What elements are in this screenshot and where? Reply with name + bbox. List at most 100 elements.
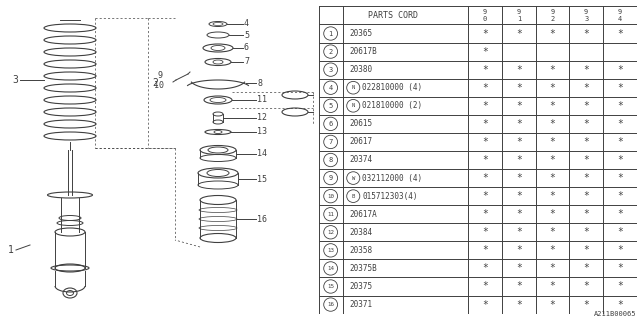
Text: *: * [550,282,556,292]
Text: 20384: 20384 [349,228,372,237]
Text: *: * [583,65,589,75]
Text: 20617B: 20617B [349,47,377,56]
Text: *: * [550,300,556,309]
Text: 5: 5 [244,30,249,39]
Text: 20371: 20371 [349,300,372,309]
Text: 20617: 20617 [349,137,372,147]
Text: A211B00065: A211B00065 [595,311,637,317]
Text: *: * [617,101,623,111]
Text: *: * [617,28,623,38]
Text: 7: 7 [244,58,249,67]
Text: 20374: 20374 [349,156,372,164]
Text: 20375B: 20375B [349,264,377,273]
Text: *: * [516,245,522,255]
Text: 15: 15 [327,284,334,289]
Text: 3: 3 [328,67,333,73]
Text: *: * [617,263,623,273]
Text: *: * [583,300,589,309]
Text: *: * [482,191,488,201]
Text: *: * [583,209,589,219]
Text: B: B [351,194,355,199]
Text: 9
0: 9 0 [483,9,487,22]
Text: 9
1: 9 1 [516,9,521,22]
Text: *: * [516,28,522,38]
Text: *: * [550,83,556,93]
Text: 3: 3 [12,75,18,85]
Text: 13: 13 [257,127,267,137]
Text: *: * [482,209,488,219]
Text: *: * [617,227,623,237]
Text: *: * [550,191,556,201]
Text: 14: 14 [257,149,267,158]
Text: 20617A: 20617A [349,210,377,219]
Text: *: * [583,28,589,38]
Text: 2: 2 [152,78,158,88]
Text: 11: 11 [327,212,334,217]
Text: 15: 15 [257,174,267,183]
Text: 9: 9 [328,175,333,181]
Text: *: * [617,191,623,201]
Text: *: * [550,119,556,129]
Text: 015712303(4): 015712303(4) [362,192,418,201]
Text: 9: 9 [158,71,163,81]
Text: N: N [351,103,355,108]
Text: 20380: 20380 [349,65,372,74]
Text: 1: 1 [8,245,14,255]
Text: *: * [482,65,488,75]
Text: 16: 16 [327,302,334,307]
Text: W: W [351,176,355,180]
Text: *: * [583,83,589,93]
Text: 11: 11 [257,95,267,105]
Text: *: * [482,282,488,292]
Text: *: * [482,28,488,38]
Text: *: * [482,47,488,57]
Text: 8: 8 [257,78,262,87]
Text: 10: 10 [154,82,164,91]
Text: *: * [583,282,589,292]
Text: 12: 12 [257,114,267,123]
Text: *: * [550,173,556,183]
Text: *: * [583,155,589,165]
Text: 022810000 (4): 022810000 (4) [362,83,422,92]
Text: *: * [550,65,556,75]
Text: 4: 4 [328,85,333,91]
Text: *: * [550,155,556,165]
Text: 20615: 20615 [349,119,372,128]
Text: *: * [617,137,623,147]
Text: *: * [482,83,488,93]
Text: 12: 12 [327,230,334,235]
Text: 16: 16 [257,214,267,223]
Text: 20375: 20375 [349,282,372,291]
Text: 5: 5 [328,103,333,109]
Text: *: * [583,227,589,237]
Text: *: * [550,245,556,255]
Text: 20365: 20365 [349,29,372,38]
Text: *: * [516,119,522,129]
Text: *: * [550,227,556,237]
Text: *: * [617,83,623,93]
Text: 10: 10 [327,194,334,199]
Text: *: * [516,282,522,292]
Text: *: * [516,137,522,147]
Text: *: * [583,263,589,273]
Text: *: * [550,101,556,111]
Text: N: N [351,85,355,90]
Text: *: * [482,137,488,147]
Text: *: * [550,263,556,273]
Text: *: * [550,137,556,147]
Text: 032112000 (4): 032112000 (4) [362,173,422,183]
Text: *: * [550,209,556,219]
Text: *: * [516,155,522,165]
Text: *: * [617,245,623,255]
Text: *: * [482,300,488,309]
Text: *: * [617,282,623,292]
Text: *: * [482,245,488,255]
Text: *: * [482,227,488,237]
Text: *: * [617,300,623,309]
Text: 1: 1 [328,30,333,36]
Text: *: * [583,173,589,183]
Text: *: * [516,101,522,111]
Text: PARTS CORD: PARTS CORD [369,11,419,20]
Text: *: * [617,119,623,129]
Text: 4: 4 [244,20,249,28]
